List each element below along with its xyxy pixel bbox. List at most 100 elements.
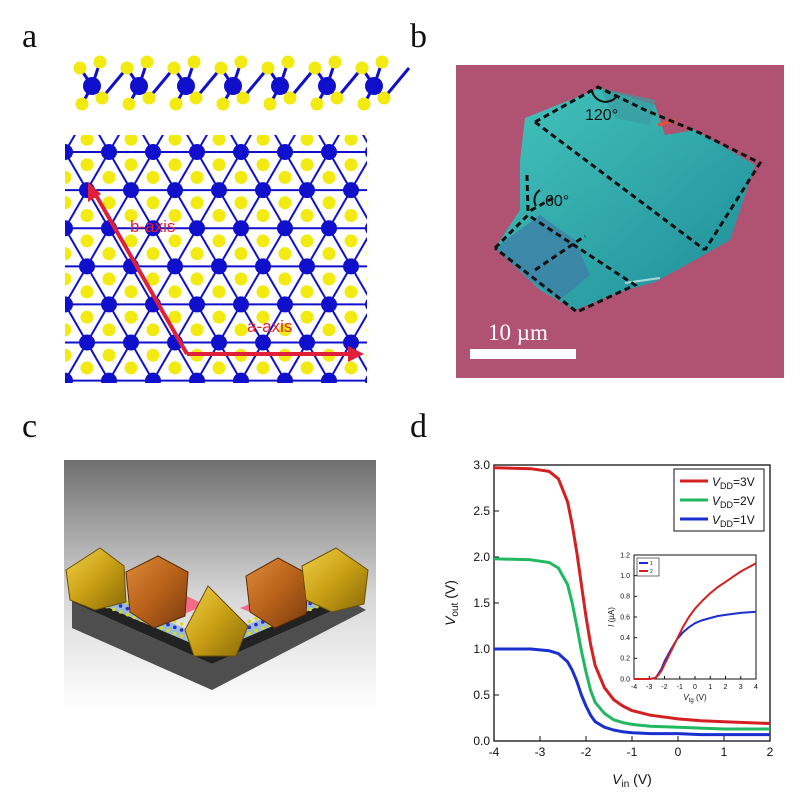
metal-atom [167,258,183,275]
metal-atom [387,182,403,198]
x-tick-label: 0 [693,684,697,691]
metal-atom [167,411,183,427]
chalcogen-atom [147,400,160,413]
lattice-bond [0,228,21,266]
metal-atom [189,144,205,160]
chalcogen-atom [168,209,182,223]
chalcogen-atom [80,209,94,223]
lattice-bond [417,266,439,304]
panel-a-crystal-structure: b-axis a-axis [0,55,461,457]
chalcogen-atom [411,171,424,184]
chalcogen-atom [146,170,160,184]
chalcogen-atom [367,425,380,438]
metal-atom [35,106,51,122]
chalcogen-atom [59,425,72,438]
channel-atom [179,634,184,638]
chalcogen-atom [37,361,50,374]
chalcogen-atom [300,234,314,248]
lattice-bond [65,152,66,155]
chalcogen-atom [146,272,160,286]
chalcogen-atom [102,170,116,184]
chalcogen-atom [345,387,358,400]
metal-atom [13,373,29,389]
lattice-bond [219,419,241,457]
source-contact-right [301,547,369,613]
inset-y-axis-label: I (µA) [607,607,616,627]
metal-atom [211,334,227,351]
chalcogen-atom [65,196,72,210]
lattice-bond [307,419,329,457]
x-tick-label: -4 [631,684,637,691]
lattice-bond [351,419,373,457]
metal-atom [255,182,271,199]
chalcogen-atom [323,425,336,438]
flake-monolayer-region [495,215,590,300]
chalcogen-atom [235,400,248,413]
chalcogen-atom [146,323,160,337]
metal-atom [255,411,271,427]
a-axis-arrowhead [348,346,364,362]
side-bond [382,67,411,99]
lattice-bond [373,114,395,152]
chalcogen-atom [168,310,182,324]
inset-legend-label-2: 2 [650,569,653,575]
chalcogen-atom [102,196,116,210]
chalcogen-atom [377,91,391,105]
lattice-bond [373,152,395,190]
chalcogen-atom [15,400,28,413]
metal-atom [343,182,359,199]
channel-atom [166,622,170,627]
lattice-bond [439,419,461,457]
metal-atom [145,144,161,160]
chalcogen-atom [344,234,358,248]
chalcogen-atom [124,158,138,172]
chalcogen-atom [124,209,138,223]
channel-atom [112,607,116,612]
x-tick-label: -4 [489,745,500,759]
chalcogen-atom [279,425,292,438]
metal-atom [387,411,403,427]
chalcogen-atom [124,310,138,324]
chalcogen-atom [124,361,138,375]
chalcogen-atom [73,61,87,75]
chalcogen-atom [411,120,424,133]
metal-atom [409,373,425,389]
metal-atom [343,334,359,351]
lattice-bond [395,343,417,381]
metal-atom [255,258,271,275]
metal-atom [13,144,29,160]
lattice-bond [373,266,395,304]
chalcogen-atom [168,135,182,146]
legend-label-vdd-2v: VDD=2V [712,494,755,510]
metal-atom [65,220,73,237]
lattice-bond [373,228,395,266]
lattice-bond [65,380,66,383]
channel-atom [254,616,258,621]
metal-atom [365,222,367,234]
metal-atom [321,144,337,160]
chalcogen-atom [300,310,314,324]
channel-atom [247,619,252,624]
chalcogen-atom [125,387,138,400]
metal-atom [79,258,95,275]
lattice-bond [65,302,66,305]
metal-atom [233,372,249,383]
metal-atom [123,182,139,199]
lattice-bond [175,419,197,457]
chalcogen-atom [283,91,297,105]
chalcogen-atom [278,247,292,261]
lattice-bond [65,149,66,152]
chalcogen-atom [433,387,446,400]
lattice-bond [373,304,395,342]
metal-atom [167,182,183,199]
chalcogen-atom [256,158,270,172]
lattice-bond [65,380,68,383]
chalcogen-atom [147,425,160,438]
channel-atom [118,610,123,614]
chalcogen-atom [389,285,402,298]
chalcogen-atom [367,400,380,413]
chalcogen-atom [411,400,424,413]
inset-legend-label-1: 1 [650,561,653,567]
chalcogen-atom [411,196,424,209]
lattice-bond [21,266,43,304]
